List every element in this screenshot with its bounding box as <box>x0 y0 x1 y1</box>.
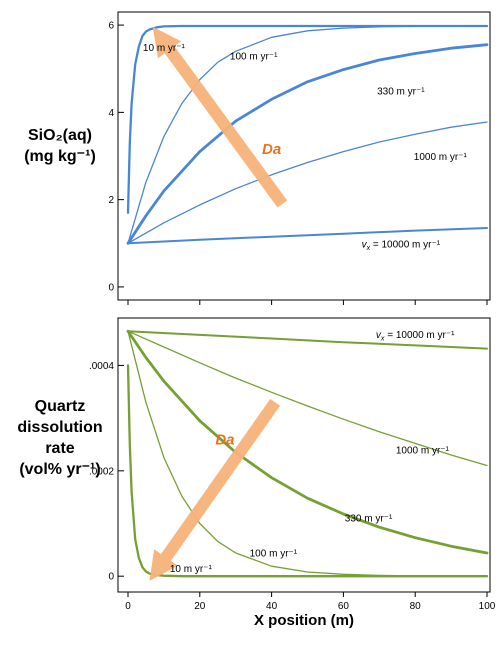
da-arrow <box>152 26 288 208</box>
y-label-line: (mg kg⁻¹) <box>24 148 96 165</box>
y-tick-label: 0 <box>108 572 114 583</box>
dissolution-rate-panel: 0 .0002 .0004 0 20 40 60 80 100 Da vx = 10000 m yr… <box>89 317 496 612</box>
series-line <box>127 330 488 350</box>
series-line <box>127 330 488 467</box>
da-arrow <box>149 398 281 581</box>
da-label: Da <box>262 141 281 158</box>
x-tick-label: 40 <box>266 601 278 612</box>
series-line <box>126 24 489 214</box>
y-label-line: rate <box>45 440 75 457</box>
y-tick-label: 0 <box>108 282 114 293</box>
series-line <box>127 330 488 577</box>
series-label: vx = 10000 m yr⁻¹ <box>376 330 455 343</box>
y-tick-label: .0002 <box>89 466 114 477</box>
x-axis-label: X position (m) <box>254 612 354 629</box>
series-line <box>127 121 488 244</box>
series-label: 10 m yr⁻¹ <box>143 43 186 54</box>
y-label-line: SiO₂(aq) <box>28 127 92 144</box>
y-label-line: Quartz <box>34 398 86 415</box>
x-tick-label: 20 <box>194 601 206 612</box>
series-label: vx = 10000 m yr⁻¹ <box>362 239 441 252</box>
x-tick-label: 0 <box>125 601 131 612</box>
x-tick-label: 80 <box>410 601 422 612</box>
series-label: 1000 m yr⁻¹ <box>414 152 468 163</box>
series-line <box>127 25 488 244</box>
series-label: 100 m yr⁻¹ <box>230 52 278 63</box>
series-label: 1000 m yr⁻¹ <box>396 446 450 457</box>
series-label: 10 m yr⁻¹ <box>170 564 213 575</box>
plot-frame <box>117 11 491 301</box>
series-line <box>126 329 489 555</box>
x-tick-label: 100 <box>479 601 496 612</box>
series-line <box>127 227 488 245</box>
sio2-panel: 0 2 4 6 Da 10 m yr⁻¹ 100 m yr⁻¹ 330 m yr⁻¹ 1000 … <box>108 11 491 305</box>
series-label: 100 m yr⁻¹ <box>250 548 298 559</box>
bottom-y-axis-label: Quartz dissolution rate (vol% yr⁻¹) <box>4 396 116 480</box>
series-label: 330 m yr⁻¹ <box>377 87 425 98</box>
plot-frame <box>117 317 491 593</box>
y-label-line: (vol% yr⁻¹) <box>19 461 101 478</box>
y-tick-label: 6 <box>108 21 114 32</box>
y-label-line: dissolution <box>17 419 103 436</box>
top-y-axis-label: SiO₂(aq) (mg kg⁻¹) <box>4 125 116 167</box>
x-tick-label: 60 <box>338 601 350 612</box>
series-line <box>126 43 489 245</box>
da-label: Da <box>215 431 234 448</box>
series-label: 330 m yr⁻¹ <box>345 514 393 525</box>
y-tick-label: .0004 <box>89 361 114 372</box>
y-tick-label: 4 <box>108 108 114 119</box>
y-tick-label: 2 <box>108 195 114 206</box>
